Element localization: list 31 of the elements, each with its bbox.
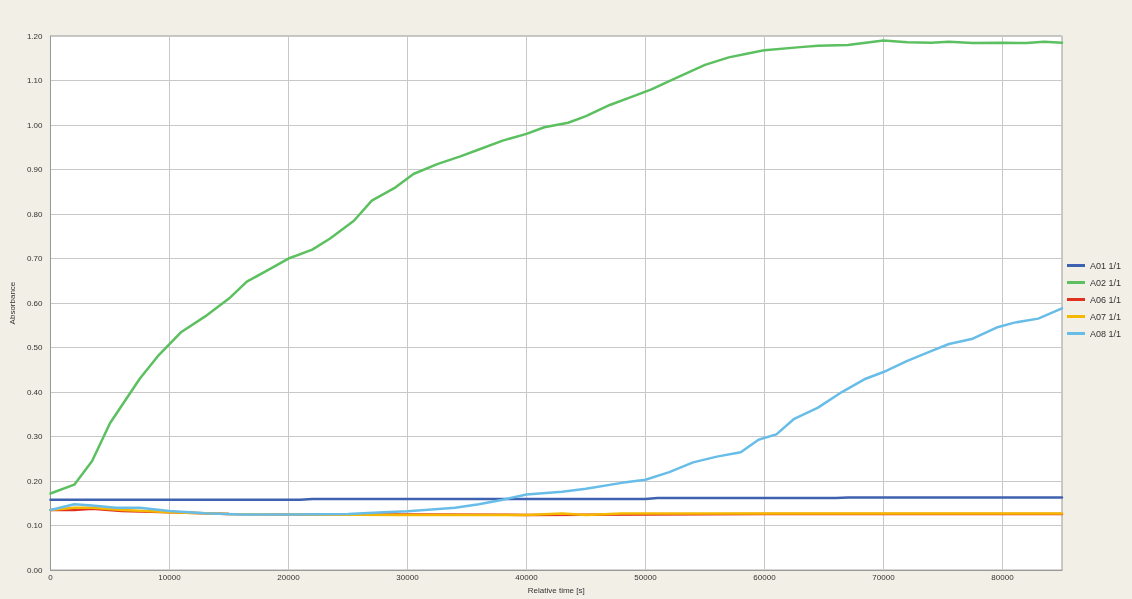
line-series [49,39,1064,495]
legend-label: A06 1/1 [1089,294,1122,305]
x-tick-label: 80000 [991,572,1015,582]
y-axis-title: Absorbance [7,281,17,325]
legend-label: A01 1/1 [1089,260,1122,271]
y-tick-label: 0.80 [26,209,44,219]
x-tick-label: 10000 [158,572,182,582]
y-tick-label: 0.00 [26,565,44,575]
y-tick-label: 0.90 [26,165,44,175]
x-tick-label: 0 [48,572,54,582]
x-tick-label: 50000 [634,572,658,582]
y-tick-label: 0.30 [26,432,44,442]
y-tick-label: 1.10 [26,76,44,86]
y-tick-label: 0.40 [26,387,44,397]
y-tick-label: 0.50 [26,343,44,353]
y-tick-label: 1.20 [26,31,44,41]
y-tick-label: 0.70 [26,254,44,264]
x-tick-label: 30000 [396,572,420,582]
y-tick-label: 0.60 [26,298,44,308]
y-tick-label: 0.20 [26,476,44,486]
x-tick-label: 60000 [753,572,777,582]
legend-label: A02 1/1 [1089,277,1122,288]
x-tick-label: 40000 [515,572,539,582]
x-tick-label: 70000 [872,572,896,582]
x-axis-title: Relative time [s] [527,585,585,595]
y-tick-label: 0.10 [26,521,44,531]
legend-label: A08 1/1 [1089,328,1122,339]
legend-label: A07 1/1 [1089,311,1122,322]
line-series [49,307,1064,516]
x-tick-label: 20000 [277,572,301,582]
y-tick-label: 1.00 [26,120,44,130]
